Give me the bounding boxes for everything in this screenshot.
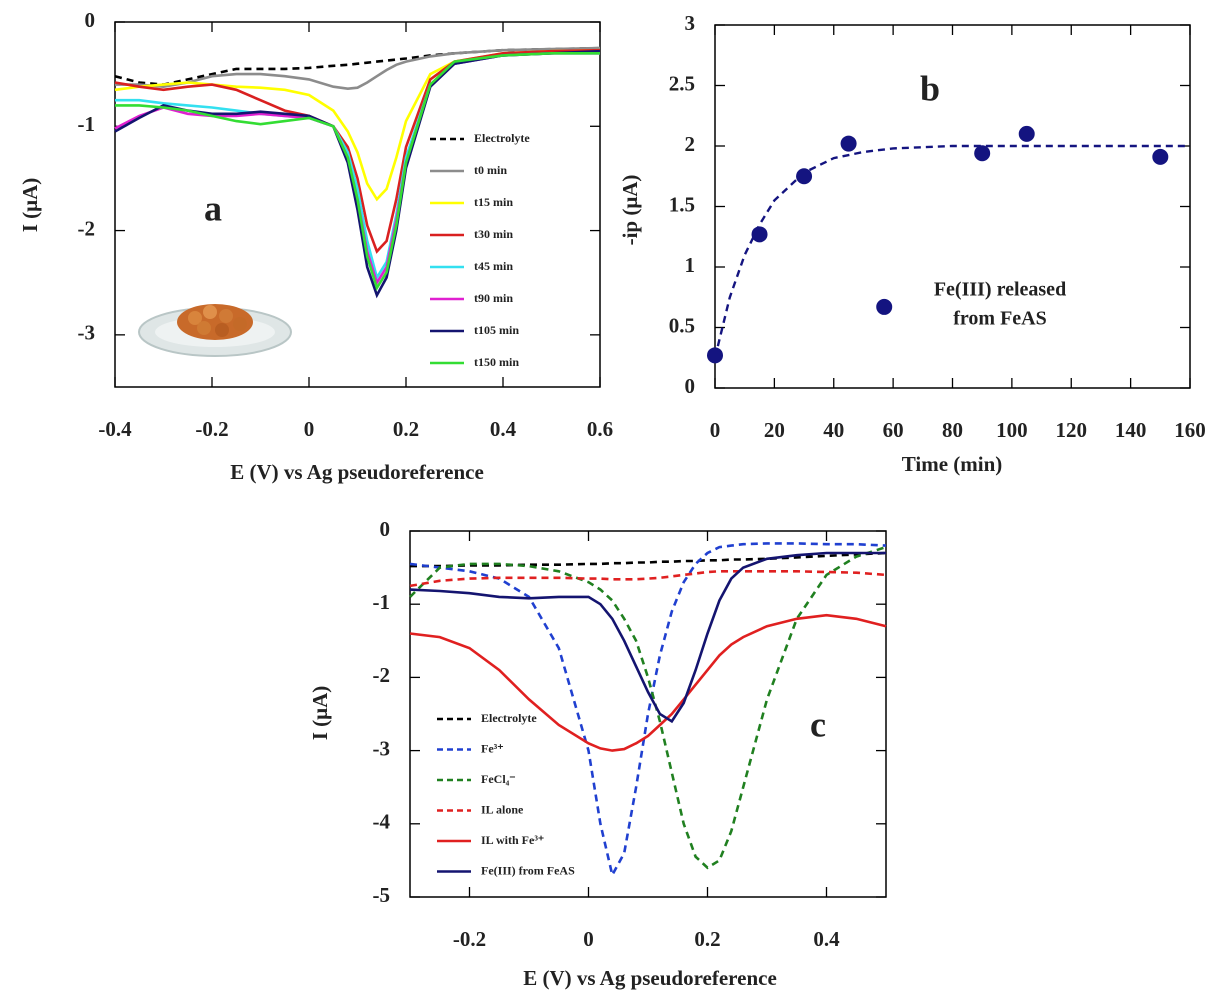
data-line [115,46,601,91]
x-tick-label: 40 [823,418,844,442]
y-tick-label: 1 [685,253,696,277]
x-tick-label: 100 [996,418,1028,442]
x-tick-label: 120 [1056,418,1088,442]
legend-label: t150 min [474,355,519,369]
y-axis-label: -ip (μA) [618,175,642,246]
legend-label: t90 min [474,291,513,305]
x-tick-label: 0.4 [490,417,517,441]
y-tick-label: -3 [78,321,96,345]
panel-label: b [920,68,940,108]
legend-label: Electrolyte [474,131,530,145]
legend-label: IL alone [481,802,524,816]
bead-inset [138,304,292,357]
legend-label: Electrolyte [481,711,537,725]
y-tick-label: 1.5 [669,192,695,216]
legend-label: t0 min [474,163,507,177]
x-tick-label: -0.2 [195,417,228,441]
x-tick-label: 0 [710,418,721,442]
x-axis-label: Time (min) [902,452,1003,476]
fit-line [713,144,1190,359]
x-tick-label: 140 [1115,418,1147,442]
annotation: Fe(III) released [934,279,1066,301]
x-tick-label: 0.2 [694,927,720,951]
y-tick-label: 0.5 [669,313,695,337]
plot-frame [114,21,601,388]
data-line [409,613,887,752]
x-tick-label: -0.2 [453,927,486,951]
x-tick-label: 80 [942,418,963,442]
data-line [409,551,886,724]
x-tick-label: 160 [1174,418,1206,442]
data-point [840,135,857,152]
y-tick-label: -1 [78,112,96,136]
panel-label: c [810,704,826,744]
data-point [1152,148,1169,165]
data-point [1018,125,1035,142]
legend-label: IL with Fe³⁺ [481,833,544,847]
y-tick-label: -4 [373,810,391,834]
x-axis-label: E (V) vs Ag pseudoreference [230,460,484,484]
x-tick-label: 0.2 [393,417,419,441]
x-tick-label: 0 [583,927,594,951]
data-point [796,168,813,185]
y-tick-label: -2 [373,663,391,687]
legend-label: Fe(III) from FeAS [481,863,575,877]
y-tick-label: 2 [685,132,696,156]
panel-label: a [204,188,222,228]
data-line [409,545,887,870]
legend-label: t45 min [474,259,513,273]
y-axis-label: I (μA) [308,686,332,740]
y-tick-label: -2 [78,216,96,240]
data-line [115,52,600,292]
x-tick-label: 60 [883,418,904,442]
y-tick-label: 0 [380,517,391,541]
y-axis-label: I (μA) [18,178,42,232]
legend-label: t15 min [474,195,513,209]
data-line [409,542,887,879]
y-tick-label: 3 [685,11,696,35]
y-tick-label: -5 [373,883,391,907]
x-tick-label: 20 [764,418,785,442]
plot-frame [409,530,887,898]
legend-label: FeCl₄⁻ [481,772,516,786]
data-point [751,226,768,243]
data-line [114,48,601,254]
data-point [707,347,723,364]
annotation: from FeAS [953,308,1047,330]
data-point [974,145,991,162]
x-axis-label: E (V) vs Ag pseudoreference [523,966,777,990]
plot-frame [714,24,1191,389]
legend-label: Fe³⁺ [481,741,504,755]
legend-label: t105 min [474,323,519,337]
y-tick-label: 2.5 [669,71,695,95]
x-tick-label: 0 [304,417,315,441]
y-tick-label: -1 [373,590,391,614]
legend-label: t30 min [474,227,513,241]
x-tick-label: -0.4 [98,417,132,441]
x-tick-label: 0.6 [587,417,613,441]
y-tick-label: -3 [373,736,391,760]
data-point [876,298,893,315]
y-tick-label: 0 [85,8,96,32]
x-tick-label: 0.4 [813,927,840,951]
y-tick-label: 0 [685,374,696,398]
data-line [114,48,601,202]
